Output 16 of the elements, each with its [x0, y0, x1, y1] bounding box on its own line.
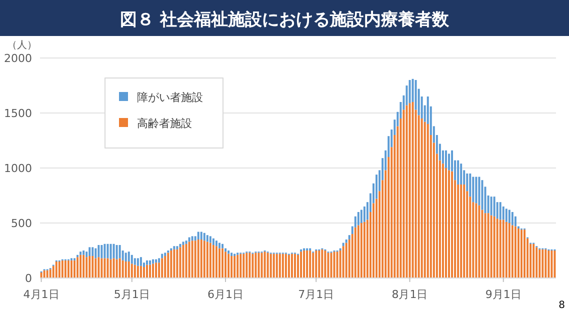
x-tick-label: 4月1日 [23, 288, 60, 301]
y-tick-label: 0 [25, 272, 32, 285]
x-tick-label: 6月1日 [208, 288, 244, 301]
x-tick-label: 9月1日 [485, 288, 522, 301]
chart-title: 図８ 社会福祉施設における施設内療養者数 [120, 10, 450, 30]
legend-label: 障がい者施設 [137, 91, 203, 104]
y-tick-label: 1000 [4, 162, 32, 175]
x-tick-label: 5月1日 [114, 288, 150, 301]
text: 8 [558, 300, 565, 311]
x-tick-label: 8月1日 [392, 288, 428, 301]
y-axis-title: （人） [7, 40, 37, 51]
x-tick-label: 7月1日 [298, 288, 334, 301]
y-tick-label: 1500 [4, 107, 32, 120]
y-tick-label: 500 [11, 217, 32, 230]
legend-label: 高齢者施設 [137, 117, 192, 130]
y-tick-label: 2000 [4, 52, 32, 65]
